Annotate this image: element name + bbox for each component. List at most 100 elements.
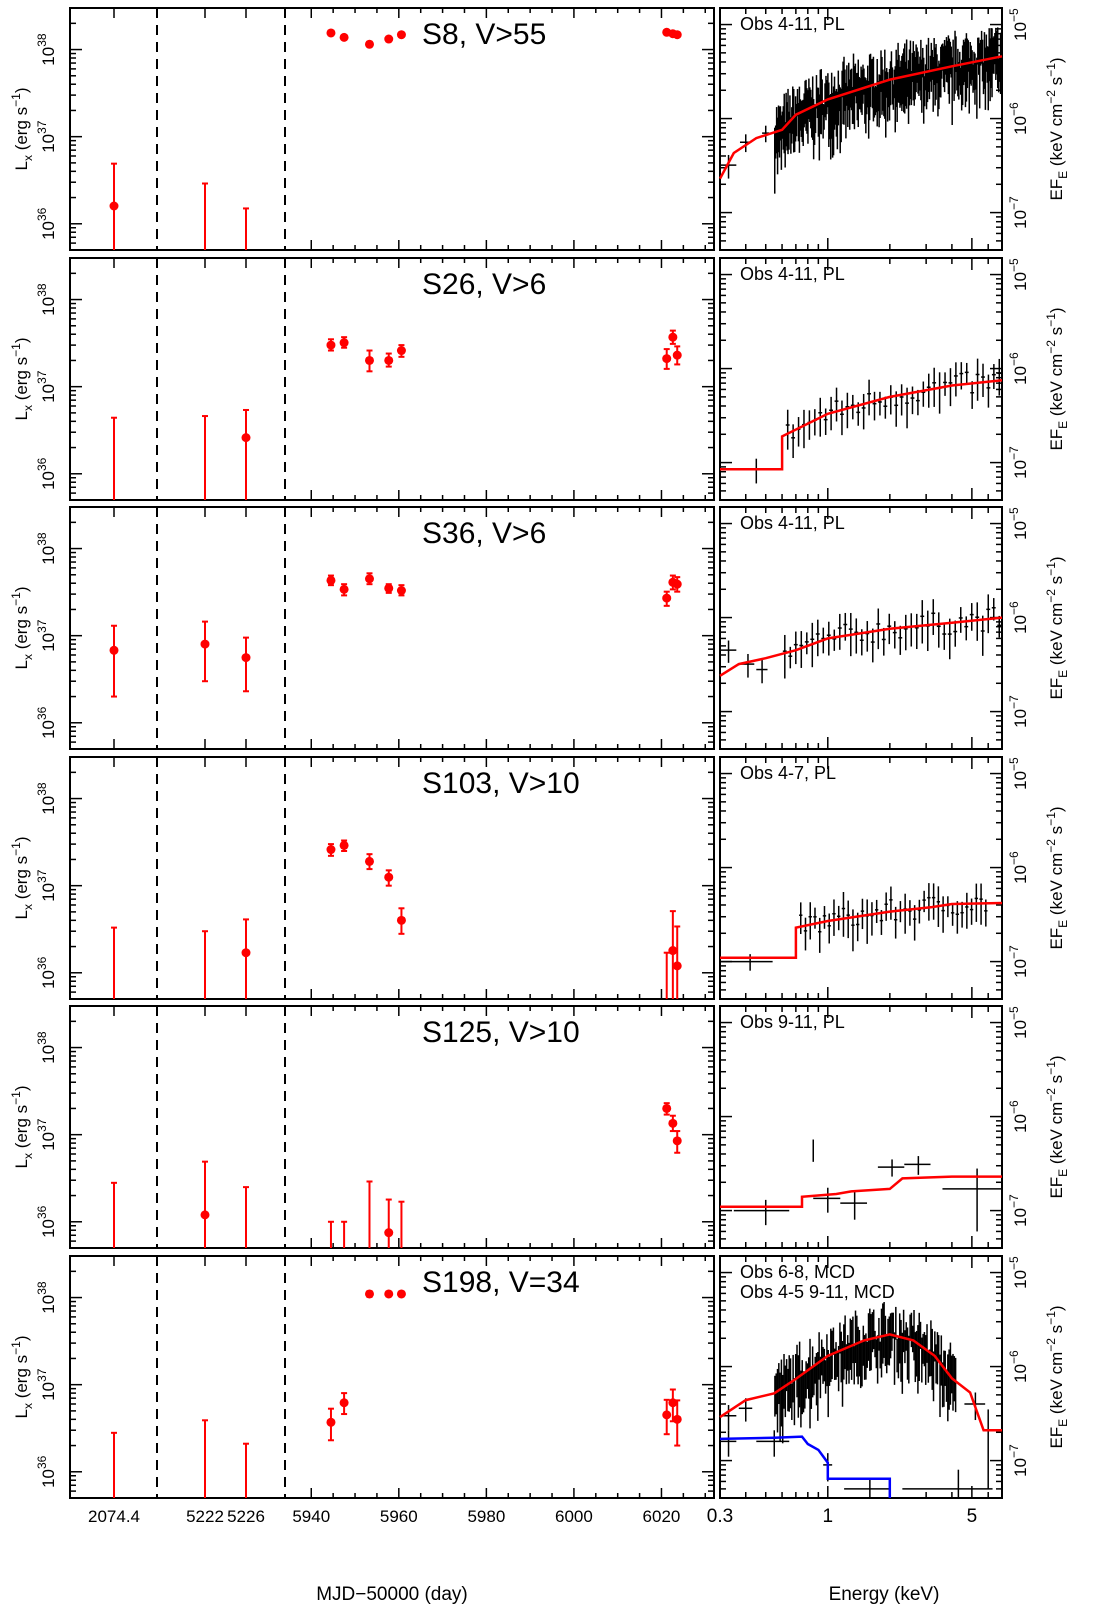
y-tick-label: 1036 (35, 207, 58, 240)
source-label: S103, V>10 (422, 767, 580, 800)
model-curve (720, 1175, 1002, 1208)
ef-exp2: −1 (1044, 562, 1058, 576)
data-point (364, 574, 374, 584)
flux-tick-label-base: 10 (1011, 272, 1030, 291)
y-label-exp: −1 (9, 343, 23, 357)
y-tick-label-exp: 37 (35, 370, 49, 384)
flux-tick-label-text: 10−5 (1007, 507, 1030, 540)
spectrum-frame (719, 756, 1003, 1000)
ef-close: ) (1047, 556, 1066, 562)
energy-tick-label: 5 (967, 1506, 978, 1527)
ef-exp2: −1 (1044, 1311, 1058, 1325)
ef-close: ) (1047, 806, 1066, 812)
x-tick-label: 5226 (227, 1507, 265, 1526)
data-point (339, 338, 349, 348)
y-tick-label: 1036 (35, 457, 58, 490)
model-curve (720, 901, 1003, 959)
y-tick-label: 1037 (35, 869, 58, 902)
y-label-exp: −1 (9, 93, 23, 107)
data-point (672, 1136, 682, 1146)
flux-tick-label-exp: −7 (1007, 945, 1021, 959)
data-point (396, 346, 406, 356)
spectrum-y-label: EFE (keV cm−2 s−1) (1044, 307, 1070, 450)
flux-tick-label: 10−7 (1007, 695, 1030, 728)
source-label: S8, V>55 (422, 18, 546, 51)
y-label-exp: −1 (9, 592, 23, 606)
ef-main: EF (1047, 179, 1066, 201)
y-tick-label-base: 10 (39, 134, 58, 153)
flux-tick-label-exp: −6 (1007, 851, 1021, 865)
data-point (384, 1228, 394, 1238)
ef-mid: s (1047, 576, 1066, 589)
y-label-main: L (12, 161, 31, 170)
y-tick-label-exp: 37 (35, 869, 49, 883)
y-tick-label-text: 1036 (35, 207, 58, 240)
y-label-sub: x (21, 1153, 35, 1159)
ef-unit: (keV cm (1047, 104, 1066, 171)
flux-tick-label-exp: −7 (1007, 695, 1021, 709)
lightcurve-frame (69, 506, 715, 750)
y-tick-label: 1038 (35, 1281, 58, 1314)
y-label-main: L (12, 910, 31, 919)
y-label-unit: (erg s (12, 606, 31, 654)
y-tick-label-exp: 36 (35, 207, 49, 221)
ef-exp2: −1 (1044, 1061, 1058, 1075)
y-label-exp: −1 (9, 1341, 23, 1355)
flux-tick-label-exp: −6 (1007, 102, 1021, 116)
spectrum-frame (719, 257, 1003, 501)
spectrum-label-2: Obs 4-5 9-11, MCD (740, 1282, 895, 1302)
y-tick-label: 1038 (35, 1031, 58, 1064)
y-label-close: ) (12, 87, 31, 93)
flux-tick-label-base: 10 (1011, 959, 1030, 978)
y-tick-label-exp: 38 (35, 1031, 49, 1045)
flux-tick-label-base: 10 (1011, 521, 1030, 540)
data-point (364, 39, 374, 49)
ef-close: ) (1047, 57, 1066, 63)
source-label: S36, V>6 (422, 517, 546, 550)
y-label-unit: (erg s (12, 1355, 31, 1403)
flux-tick-label-text: 10−6 (1007, 1100, 1030, 1133)
flux-tick-label-base: 10 (1011, 22, 1030, 41)
ef-close: ) (1047, 307, 1066, 313)
data-point (396, 1289, 406, 1299)
y-tick-label-exp: 38 (35, 283, 49, 297)
data-point (326, 340, 336, 350)
y-tick-label-exp: 36 (35, 706, 49, 720)
lightcurve-frame (69, 7, 715, 251)
y-tick-label: 1036 (35, 1455, 58, 1488)
x-tick-label: 5222 (186, 1507, 224, 1526)
y-tick-label: 1037 (35, 619, 58, 652)
y-label-close: ) (12, 337, 31, 343)
y-label-unit: (erg s (12, 856, 31, 904)
ef-exp2: −1 (1044, 812, 1058, 826)
flux-tick-label: 10−5 (1007, 1256, 1030, 1289)
data-point (326, 28, 336, 38)
data-point (241, 653, 251, 663)
data-point (384, 872, 394, 882)
y-tick-label-base: 10 (39, 633, 58, 652)
ef-exp1: −2 (1044, 589, 1058, 603)
lightcurve-y-label: Lx (erg s−1) (9, 337, 35, 420)
y-label-main: L (12, 1409, 31, 1418)
flux-tick-label-text: 10−6 (1007, 601, 1030, 634)
x-tick-label: 5980 (467, 1507, 505, 1526)
flux-tick-label-text: 10−5 (1007, 1256, 1030, 1289)
y-tick-label-base: 10 (39, 47, 58, 66)
spectrum-y-label-text: EFE (keV cm−2 s−1) (1044, 556, 1070, 699)
y-tick-label-exp: 38 (35, 782, 49, 796)
spectrum-y-label: EFE (keV cm−2 s−1) (1044, 57, 1070, 200)
flux-tick-label-base: 10 (1011, 366, 1030, 385)
y-tick-label-text: 1038 (35, 782, 58, 815)
flux-tick-label-exp: −7 (1007, 446, 1021, 460)
energy-tick-label: 1 (822, 1506, 833, 1527)
spectrum-y-label-text: EFE (keV cm−2 s−1) (1044, 806, 1070, 949)
data-point (668, 1118, 678, 1128)
y-tick-label-base: 10 (39, 1132, 58, 1151)
y-tick-label-exp: 37 (35, 120, 49, 134)
ef-exp2: −1 (1044, 63, 1058, 77)
flux-tick-label-exp: −6 (1007, 352, 1021, 366)
source-label: S26, V>6 (422, 268, 546, 301)
ef-exp1: −2 (1044, 839, 1058, 853)
